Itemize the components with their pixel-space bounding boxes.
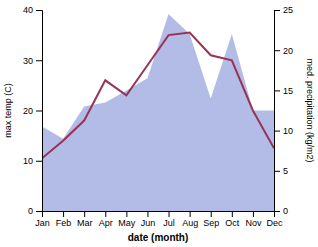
y-tick-label: 40 — [23, 5, 33, 15]
x-tick-mark — [211, 211, 212, 217]
x-tick-label: Mar — [77, 218, 93, 228]
x-axis-title: date (month) — [128, 232, 189, 243]
y-tick-label: 30 — [23, 56, 33, 66]
temperature-line — [42, 33, 274, 159]
x-tick: Jan — [35, 211, 50, 228]
x-tick: Nov — [245, 211, 262, 228]
x-tick-mark — [190, 211, 191, 217]
precipitation-area — [42, 14, 274, 211]
y2-tick: 20 — [274, 46, 293, 56]
x-tick: Sep — [203, 211, 219, 228]
x-tick-mark — [232, 211, 233, 217]
chart: JanFebMarAprMayJunJulAugSepOctNovDec0102… — [0, 0, 318, 247]
y2-tick: 5 — [274, 166, 288, 176]
x-tick-label: Jul — [163, 218, 175, 228]
y-axis-title: max temp (C) — [3, 83, 13, 138]
y2-tick-mark — [274, 90, 280, 91]
y2-tick-label: 20 — [283, 46, 293, 56]
x-tick: Dec — [266, 211, 283, 228]
y-tick-mark — [36, 161, 42, 162]
y2-tick-label: 10 — [283, 126, 293, 136]
y2-axis: 0 5 10 15 20 25 — [274, 5, 293, 216]
marks — [42, 14, 274, 211]
y2-tick-label: 5 — [283, 166, 288, 176]
y-tick: 0 — [28, 206, 42, 216]
y2-tick-label: 15 — [283, 86, 293, 96]
y2-axis-title: med. precipitation (kg/m2) — [305, 58, 315, 162]
x-tick: Jun — [141, 211, 156, 228]
x-tick-label: Feb — [56, 218, 72, 228]
x-tick-mark — [84, 211, 85, 217]
y2-tick: 10 — [274, 126, 293, 136]
y-tick-mark — [36, 111, 42, 112]
y2-tick-mark — [274, 131, 280, 132]
y2-tick-mark — [274, 50, 280, 51]
x-tick-mark — [169, 211, 170, 217]
x-tick-mark — [105, 211, 106, 217]
y-tick: 30 — [23, 56, 42, 66]
y2-tick-mark — [274, 10, 280, 11]
y2-tick: 0 — [274, 206, 288, 216]
y2-tick: 25 — [274, 5, 293, 15]
x-tick-mark — [147, 211, 148, 217]
x-tick-label: May — [118, 218, 136, 228]
y-tick-mark — [36, 211, 42, 212]
y-axis-line — [36, 11, 43, 212]
x-tick-label: Jun — [141, 218, 156, 228]
x-tick-label: Oct — [225, 218, 240, 228]
y-axis: 0 10 20 30 40 — [23, 5, 43, 216]
y2-tick-mark — [274, 171, 280, 172]
y2-tick: 15 — [274, 86, 293, 96]
x-tick-label: Apr — [99, 218, 113, 228]
x-tick: Oct — [225, 211, 240, 228]
y-tick: 20 — [23, 106, 42, 116]
y-tick-label: 20 — [23, 106, 33, 116]
x-tick-mark — [63, 211, 64, 217]
plot-area: JanFebMarAprMayJunJulAugSepOctNovDec0102… — [23, 5, 293, 228]
y-tick-mark — [36, 60, 42, 61]
x-tick: Aug — [182, 211, 198, 228]
x-tick-label: Jan — [35, 218, 50, 228]
y-tick: 40 — [23, 5, 42, 15]
x-tick: Jul — [163, 211, 175, 228]
y2-tick-label: 0 — [283, 206, 288, 216]
y2-tick-mark — [274, 211, 280, 212]
x-tick-label: Sep — [203, 218, 219, 228]
y2-axis-line — [275, 11, 281, 212]
x-tick-mark — [253, 211, 254, 217]
x-axis: Jan Feb Mar Apr May Jun Jul Aug Sep Oct Nov Dec — [35, 211, 283, 228]
x-tick: Feb — [56, 211, 72, 228]
y-tick-label: 10 — [23, 156, 33, 166]
x-tick-label: Aug — [182, 218, 198, 228]
y2-tick-label: 25 — [283, 5, 293, 15]
x-tick-label: Dec — [266, 218, 283, 228]
x-tick: Mar — [77, 211, 93, 228]
x-axis-line — [43, 212, 275, 218]
x-tick: Apr — [99, 211, 113, 228]
x-tick: May — [118, 211, 136, 228]
y-tick: 10 — [23, 156, 42, 166]
y-tick-label: 0 — [28, 206, 33, 216]
x-tick-label: Nov — [245, 218, 262, 228]
x-tick-mark — [126, 211, 127, 217]
y-tick-mark — [36, 10, 42, 11]
